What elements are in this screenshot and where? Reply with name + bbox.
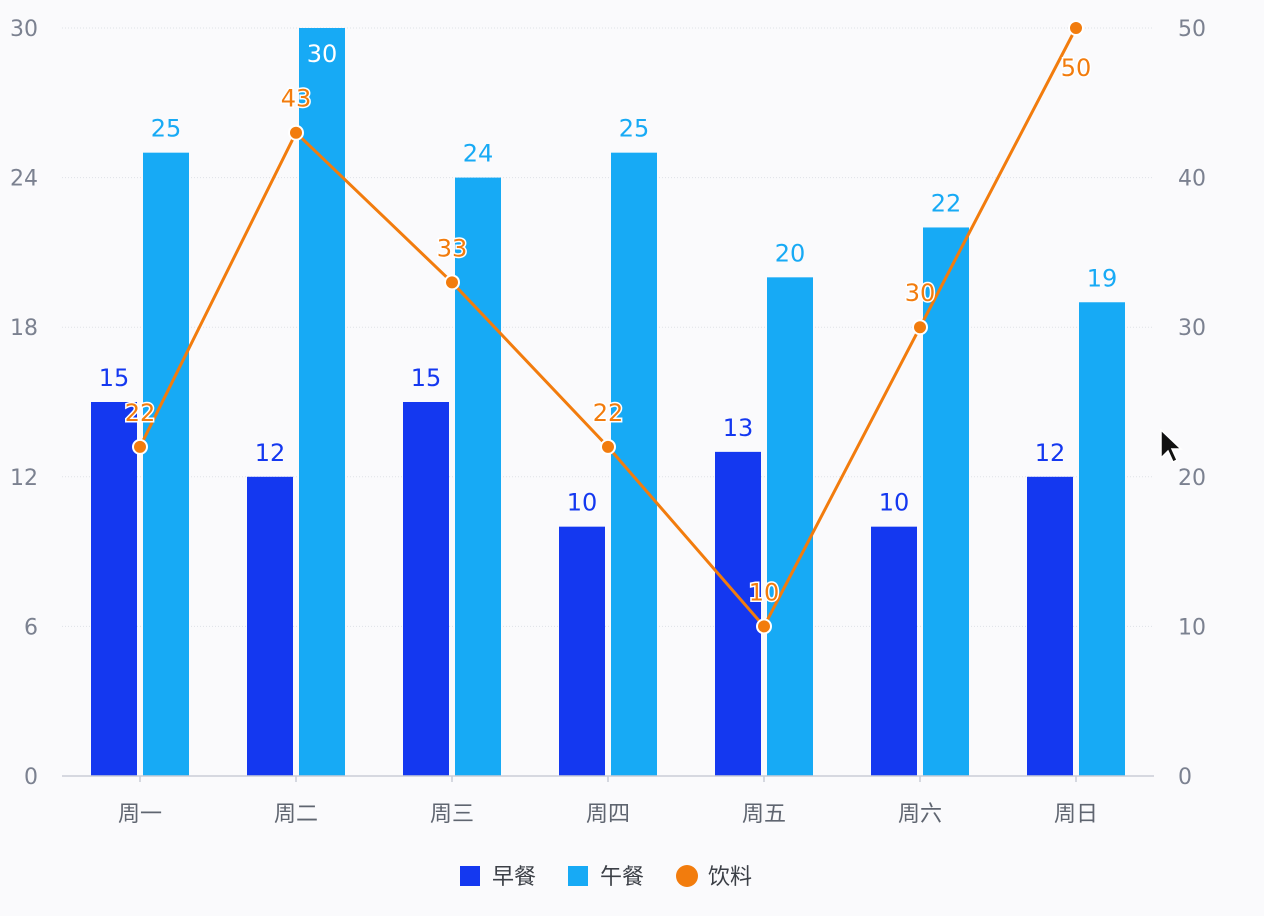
drinks-point[interactable] <box>912 319 928 336</box>
bar-data-labels: 15 25 12 30 15 24 10 25 13 20 10 22 12 19 <box>99 39 1118 517</box>
bar-data-label: 22 <box>931 189 962 217</box>
drinks-point[interactable] <box>288 124 304 141</box>
x-category-label: 周六 <box>898 802 942 827</box>
x-axis: 周一 周二 周三 周四 周五 周六 周日 <box>62 775 1154 827</box>
right-y-tick-label: 40 <box>1178 167 1206 192</box>
x-category-label: 周一 <box>118 802 162 827</box>
bar-data-label: 24 <box>463 140 494 168</box>
legend-item[interactable]: 早餐 <box>460 865 536 890</box>
line-series: 22 43 33 22 10 30 50 <box>123 20 1093 635</box>
left-y-tick-label: 18 <box>10 316 38 341</box>
bar-breakfast[interactable] <box>403 402 449 776</box>
bar-data-label: 15 <box>99 364 130 392</box>
legend-label: 早餐 <box>492 865 536 890</box>
legend[interactable]: 早餐 午餐 饮料 <box>460 865 752 890</box>
right-y-axis: 0 10 20 30 40 50 <box>1178 17 1206 790</box>
line-data-label: 43 <box>281 85 312 113</box>
bar-breakfast[interactable] <box>1027 476 1073 776</box>
left-y-tick-label: 6 <box>24 615 38 640</box>
bar-data-label: 20 <box>775 239 806 267</box>
bar-lunch[interactable] <box>611 152 657 776</box>
line-data-label: 10 <box>749 578 780 606</box>
line-data-label: 33 <box>437 234 468 262</box>
bar-data-label: 25 <box>619 115 650 143</box>
left-y-tick-label: 30 <box>10 17 38 42</box>
drinks-point[interactable] <box>444 274 460 291</box>
legend-swatch <box>460 866 480 886</box>
bar-data-label: 12 <box>1035 439 1066 467</box>
legend-label: 午餐 <box>600 865 644 890</box>
x-category-label: 周五 <box>742 802 786 827</box>
bar-lunch[interactable] <box>299 28 345 776</box>
grid-lines <box>62 27 1154 627</box>
left-y-tick-label: 24 <box>10 167 38 192</box>
bar-lunch[interactable] <box>923 227 969 776</box>
bar-data-label: 10 <box>879 489 910 517</box>
drinks-point[interactable] <box>132 438 148 455</box>
right-y-tick-label: 50 <box>1178 17 1206 42</box>
legend-swatch <box>676 865 698 887</box>
right-y-tick-label: 10 <box>1178 615 1206 640</box>
legend-swatch <box>568 866 588 886</box>
line-data-label: 30 <box>905 279 936 307</box>
bar-data-label: 12 <box>255 439 286 467</box>
bar-series <box>91 28 1125 777</box>
bar-breakfast[interactable] <box>559 526 605 776</box>
mouse-cursor-icon <box>1160 428 1183 464</box>
line-data-label: 22 <box>593 399 624 427</box>
right-y-tick-label: 30 <box>1178 316 1206 341</box>
bar-data-label: 25 <box>151 115 182 143</box>
left-y-axis: 0 6 12 18 24 30 <box>10 17 38 790</box>
legend-item[interactable]: 午餐 <box>568 865 644 890</box>
bar-data-label: 30 <box>307 40 338 68</box>
bar-data-label: 13 <box>723 414 754 442</box>
bar-data-label: 15 <box>411 364 442 392</box>
bar-breakfast[interactable] <box>247 476 293 776</box>
x-category-label: 周三 <box>430 802 474 827</box>
right-y-tick-label: 0 <box>1178 765 1192 790</box>
legend-item[interactable]: 饮料 <box>676 865 752 890</box>
x-category-label: 周四 <box>586 802 630 827</box>
bar-data-label: 19 <box>1087 264 1118 292</box>
drinks-point[interactable] <box>600 438 616 455</box>
bar-lunch[interactable] <box>1079 302 1125 776</box>
x-category-label: 周二 <box>274 802 318 827</box>
line-data-label: 50 <box>1061 54 1092 82</box>
bar-lunch[interactable] <box>455 177 501 777</box>
drinks-point[interactable] <box>1068 20 1084 36</box>
bar-lunch[interactable] <box>767 277 813 776</box>
right-y-tick-label: 20 <box>1178 466 1206 491</box>
bar-breakfast[interactable] <box>871 526 917 776</box>
drinks-point[interactable] <box>756 618 772 635</box>
legend-label: 饮料 <box>708 865 752 890</box>
x-category-label: 周日 <box>1054 802 1098 827</box>
left-y-tick-label: 12 <box>10 466 38 491</box>
left-y-tick-label: 0 <box>24 765 38 790</box>
bar-lunch[interactable] <box>143 152 189 776</box>
bar-data-label: 10 <box>567 489 598 517</box>
line-data-label: 22 <box>125 399 156 427</box>
bar-breakfast[interactable] <box>91 402 137 776</box>
